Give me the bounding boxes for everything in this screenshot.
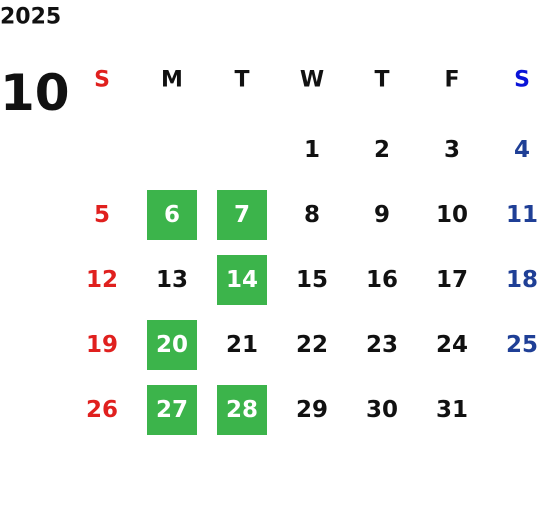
day: 27 xyxy=(156,397,188,423)
year: 2025 xyxy=(0,5,61,30)
weekday-label: T xyxy=(234,68,249,93)
day: 20 xyxy=(156,332,188,358)
day: 29 xyxy=(296,397,328,423)
day: 11 xyxy=(506,202,538,228)
highlight-box xyxy=(147,385,197,435)
weekday-label: F xyxy=(444,68,459,93)
weekday-label: W xyxy=(300,68,324,93)
weekday-label: M xyxy=(161,68,183,93)
month: 10 xyxy=(0,64,70,122)
day: 28 xyxy=(226,397,258,423)
day: 4 xyxy=(514,137,530,163)
highlight-box xyxy=(147,320,197,370)
day: 13 xyxy=(156,267,188,293)
day: 12 xyxy=(86,267,118,293)
day: 26 xyxy=(86,397,118,423)
day: 18 xyxy=(506,267,538,293)
day: 22 xyxy=(296,332,328,358)
day: 2 xyxy=(374,137,390,163)
day: 19 xyxy=(86,332,118,358)
day: 6 xyxy=(164,202,180,228)
weekday-label: T xyxy=(374,68,389,93)
day: 9 xyxy=(374,202,390,228)
day: 16 xyxy=(366,267,398,293)
highlight-box xyxy=(147,190,197,240)
day: 10 xyxy=(436,202,468,228)
day: 25 xyxy=(506,332,538,358)
highlight-box xyxy=(217,255,267,305)
highlight-box xyxy=(217,190,267,240)
day: 23 xyxy=(366,332,398,358)
day: 30 xyxy=(366,397,398,423)
day: 1 xyxy=(304,137,320,163)
weekday-label: S xyxy=(94,68,110,93)
day: 31 xyxy=(436,397,468,423)
day: 14 xyxy=(226,267,258,293)
day: 5 xyxy=(94,202,110,228)
weekday-label: S xyxy=(514,68,530,93)
day: 17 xyxy=(436,267,468,293)
day: 24 xyxy=(436,332,468,358)
day: 21 xyxy=(226,332,258,358)
highlight-box xyxy=(217,385,267,435)
day: 3 xyxy=(444,137,460,163)
day: 7 xyxy=(234,202,250,228)
day: 15 xyxy=(296,267,328,293)
day: 8 xyxy=(304,202,320,228)
